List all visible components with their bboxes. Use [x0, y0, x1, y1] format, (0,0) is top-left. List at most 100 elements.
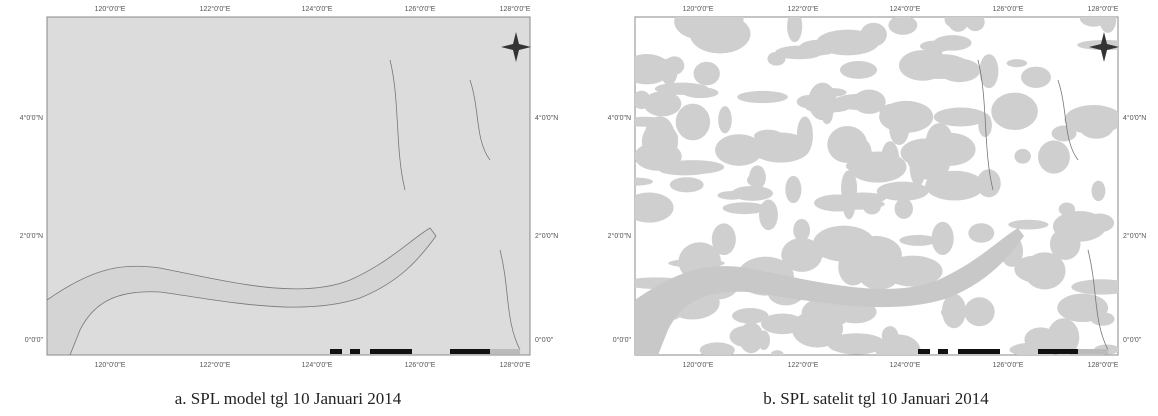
cloud — [899, 234, 938, 246]
lon-label-top: 126°0'0"E — [405, 5, 436, 13]
cloud — [1090, 312, 1115, 326]
scale-bar — [938, 349, 948, 354]
cloud — [747, 174, 763, 187]
cloud — [699, 342, 735, 355]
cloud — [839, 60, 878, 79]
cloud — [770, 350, 784, 355]
cloud — [660, 58, 678, 86]
lon-label-top: 120°0'0"E — [95, 5, 126, 13]
north-arrow — [501, 32, 531, 62]
cloud — [711, 223, 736, 256]
cloud — [1099, 17, 1117, 33]
cloud — [729, 325, 761, 347]
lat-label-right: 4°0'0"N — [535, 114, 558, 122]
cloud — [965, 17, 985, 32]
cloud — [674, 17, 725, 40]
lat-label-left: 0°0'0" — [25, 336, 44, 344]
cloud — [1064, 104, 1118, 135]
scale-bar — [1038, 349, 1078, 354]
map-content — [47, 59, 521, 355]
scale-bar — [490, 349, 520, 354]
cloud — [910, 53, 971, 79]
cloud — [976, 169, 1001, 198]
lat-label-left: 2°0'0"N — [20, 232, 43, 240]
cloud — [805, 104, 849, 113]
cloud — [715, 134, 763, 166]
lat-label-left: 0°0'0" — [613, 336, 632, 344]
gulf — [635, 228, 1024, 355]
cloud — [785, 175, 802, 204]
cloud — [1051, 125, 1077, 142]
gulf — [47, 227, 437, 355]
lon-label-bottom: 126°0'0"E — [405, 361, 436, 369]
cloud — [827, 333, 886, 355]
lat-label-left: 2°0'0"N — [608, 232, 631, 240]
cloud — [1071, 279, 1118, 295]
map-panel: 120°0'0"E 120°0'0"E 122°0'0"E 122°0'0"E 124°… — [20, 5, 559, 408]
cloud — [876, 181, 929, 201]
cloud — [991, 92, 1038, 131]
cloud — [643, 91, 682, 117]
lon-label-bottom: 122°0'0"E — [788, 361, 819, 369]
scale-bar — [370, 349, 412, 354]
north-arrow — [1089, 32, 1119, 62]
cloud — [1014, 148, 1031, 164]
cloud — [845, 159, 878, 173]
cloud — [635, 192, 674, 223]
lon-label-top: 124°0'0"E — [302, 5, 333, 13]
lon-label-bottom: 128°0'0"E — [1088, 361, 1119, 369]
cloud — [751, 132, 811, 163]
lat-label-right: 2°0'0"N — [535, 232, 558, 240]
cloud — [1006, 59, 1028, 68]
cloud — [675, 103, 711, 141]
caption: b. SPL satelit tgl 10 Januari 2014 — [763, 389, 989, 408]
cloud — [767, 51, 786, 66]
lat-label-right: 0°0'0" — [1123, 336, 1142, 344]
cloud — [833, 93, 886, 111]
scale-bar — [1078, 349, 1108, 354]
lon-label-top: 128°0'0"E — [500, 5, 531, 13]
cloud — [793, 218, 811, 242]
cloud — [1091, 180, 1106, 202]
cloud — [635, 177, 653, 186]
cloud — [894, 198, 913, 219]
cloud — [732, 308, 769, 324]
cloud — [669, 177, 704, 193]
lon-label-top: 128°0'0"E — [1088, 5, 1119, 13]
cloud — [1021, 66, 1051, 88]
cloud — [881, 326, 899, 346]
lat-label-right: 0°0'0" — [535, 336, 554, 344]
cloud — [883, 255, 943, 287]
cloud — [659, 165, 711, 176]
coastline — [389, 59, 521, 351]
scale-bar — [958, 349, 1000, 354]
scale-bar — [350, 349, 360, 354]
cloud — [781, 237, 823, 272]
cloud — [759, 199, 778, 231]
lat-label-right: 4°0'0"N — [1123, 114, 1146, 122]
scale-bar — [330, 349, 342, 354]
lon-label-top: 124°0'0"E — [890, 5, 921, 13]
cloud — [931, 221, 954, 255]
lat-label-right: 2°0'0"N — [1123, 232, 1146, 240]
cloud — [737, 90, 788, 104]
cloud — [1084, 213, 1115, 233]
cloud — [796, 95, 822, 109]
cloud — [964, 297, 995, 327]
cloud — [722, 202, 767, 215]
cloud — [946, 17, 970, 32]
lon-label-bottom: 122°0'0"E — [200, 361, 231, 369]
lon-label-top: 126°0'0"E — [993, 5, 1024, 13]
cloud — [635, 116, 667, 127]
cloud — [839, 192, 887, 204]
lon-label-bottom: 120°0'0"E — [683, 361, 714, 369]
cloud — [801, 297, 852, 328]
cloud — [775, 45, 824, 60]
cloud — [1014, 256, 1063, 284]
lat-label-left: 4°0'0"N — [608, 114, 631, 122]
lon-label-top: 122°0'0"E — [788, 5, 819, 13]
cloud — [848, 151, 907, 183]
map-panel: 120°0'0"E 120°0'0"E 122°0'0"E 122°0'0"E 124°… — [608, 5, 1147, 408]
